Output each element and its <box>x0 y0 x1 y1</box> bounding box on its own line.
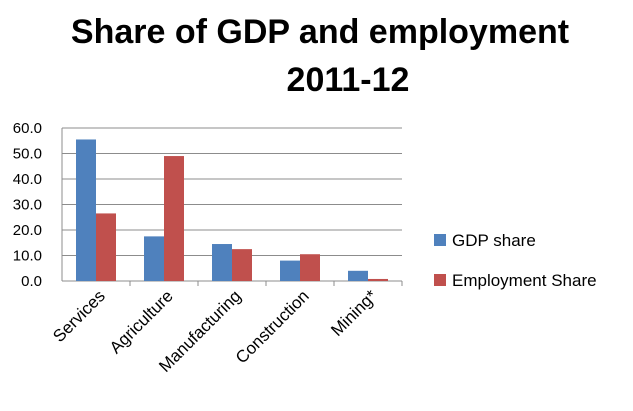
category-label: Agriculture <box>106 286 177 357</box>
bar-gdp <box>144 236 164 281</box>
y-tick-label: 10.0 <box>13 248 42 265</box>
y-tick-label: 20.0 <box>13 222 42 239</box>
bar-employment <box>96 213 116 281</box>
bar-employment <box>300 254 320 281</box>
y-tick-label: 40.0 <box>13 171 42 188</box>
chart-title: Share of GDP and employment 2011-12 <box>40 8 600 104</box>
bar-gdp <box>212 244 232 281</box>
category-label: Construction <box>232 286 313 367</box>
chart-title-line-2: 2011-12 <box>286 61 410 99</box>
y-tick-label: 60.0 <box>13 120 42 137</box>
bar-gdp <box>348 270 368 281</box>
bar-gdp <box>76 139 96 281</box>
y-tick-label: 0.0 <box>21 273 42 290</box>
legend-label: Employment Share <box>452 271 597 290</box>
legend-label: GDP share <box>452 231 536 250</box>
legend-swatch <box>434 234 446 246</box>
category-label: Services <box>49 286 109 346</box>
bar-employment <box>232 249 252 281</box>
bar-gdp <box>280 260 300 281</box>
bar-employment <box>164 156 184 281</box>
legend-swatch <box>434 274 446 286</box>
chart-title-line-1: Share of GDP and employment <box>70 13 570 51</box>
y-tick-label: 30.0 <box>13 197 42 214</box>
category-label: Mining* <box>327 286 381 340</box>
y-tick-label: 50.0 <box>13 146 42 163</box>
bar-employment <box>368 278 388 281</box>
